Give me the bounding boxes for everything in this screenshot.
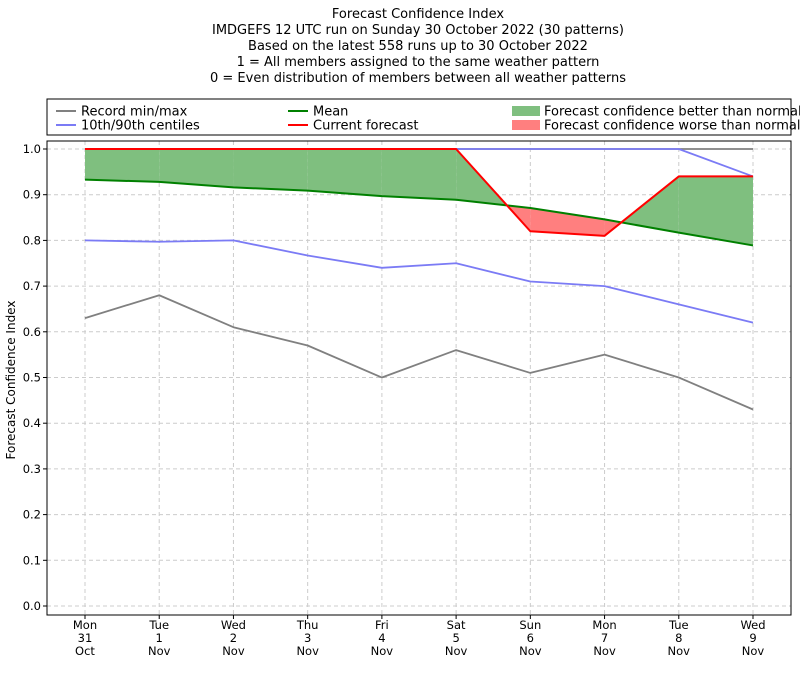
x-tick-label: Mon (73, 618, 97, 632)
y-tick-label: 0.6 (23, 325, 41, 339)
x-axis-ticks: Mon31OctTue1NovWed2NovThu3NovFri4NovSat5… (73, 615, 766, 658)
x-tick-label: Nov (445, 644, 468, 658)
x-tick-label: Nov (593, 644, 616, 658)
y-tick-label: 0.9 (23, 188, 41, 202)
x-tick-label: 1 (156, 631, 163, 645)
legend-swatch (512, 120, 540, 130)
x-tick-label: 5 (452, 631, 459, 645)
x-tick-label: 6 (527, 631, 534, 645)
fill-better-than-normal (233, 149, 308, 191)
legend-swatch (512, 106, 540, 116)
legend-box (46, 98, 792, 136)
y-tick-label: 0.8 (23, 233, 41, 247)
y-tick-label: 0.1 (23, 553, 41, 567)
x-tick-label: Nov (742, 644, 765, 658)
x-tick-label: Nov (296, 644, 319, 658)
x-tick-label: 31 (78, 631, 93, 645)
x-tick-label: Tue (148, 618, 169, 632)
x-tick-label: 8 (675, 631, 682, 645)
x-tick-label: Fri (375, 618, 389, 632)
y-tick-label: 0.3 (23, 462, 41, 476)
x-tick-label: Thu (296, 618, 319, 632)
y-tick-label: 0.4 (23, 416, 41, 430)
fill-better-than-normal (307, 149, 382, 197)
legend-label: Forecast confidence worse than normal (544, 119, 800, 134)
x-tick-label: Oct (75, 644, 95, 658)
fill-worse-than-normal (530, 207, 605, 236)
fill-better-than-normal (85, 149, 160, 182)
y-tick-label: 0.2 (23, 508, 41, 522)
fill-better-than-normal (159, 149, 234, 188)
legend-label: Forecast confidence better than normal (544, 105, 800, 120)
title-line-4: 1 = All members assigned to the same wea… (237, 55, 600, 70)
x-tick-label: Mon (592, 618, 616, 632)
title-line-3: Based on the latest 558 runs up to 30 Oc… (248, 39, 588, 54)
x-tick-label: 2 (230, 631, 237, 645)
series-line-current (85, 148, 753, 237)
x-tick-label: 3 (304, 631, 311, 645)
title-line-5: 0 = Even distribution of members between… (210, 71, 626, 86)
series-line-record-min (84, 294, 754, 411)
series-lines (84, 148, 754, 411)
x-tick-label: Nov (371, 644, 394, 658)
y-axis-ticks: 0.0 0.1 0.2 0.3 0.4 0.5 0.6 0.7 0.8 0.9 1.0 (23, 142, 47, 613)
x-tick-label: 9 (749, 631, 756, 645)
legend-label: Current forecast (313, 119, 419, 134)
y-tick-label: 0.5 (23, 371, 41, 385)
series-line-p10 (84, 239, 754, 324)
legend-label: 10th/90th centiles (81, 119, 200, 134)
x-tick-label: Nov (668, 644, 691, 658)
x-tick-label: 4 (378, 631, 385, 645)
x-tick-label: Sun (519, 618, 541, 632)
x-tick-label: Nov (519, 644, 542, 658)
title-line-2: IMDGEFS 12 UTC run on Sunday 30 October … (212, 23, 624, 38)
x-tick-label: Nov (148, 644, 171, 658)
fill-better-than-normal (621, 176, 679, 233)
x-tick-label: Nov (222, 644, 245, 658)
chart-title: Forecast Confidence Index IMDGEFS 12 UTC… (210, 7, 626, 86)
y-tick-label: 0.0 (23, 599, 41, 613)
x-tick-label: 7 (601, 631, 608, 645)
y-tick-label: 1.0 (23, 142, 41, 156)
x-tick-label: Wed (740, 618, 765, 632)
legend-label: Record min/max (81, 105, 188, 120)
fill-better-than-normal (678, 176, 753, 246)
series-line-mean (84, 178, 754, 247)
x-tick-label: Wed (221, 618, 246, 632)
x-tick-label: Sat (447, 618, 466, 632)
confidence-fills (85, 149, 753, 246)
x-tick-label: Tue (668, 618, 689, 632)
y-tick-label: 0.7 (23, 279, 41, 293)
title-line-1: Forecast Confidence Index (332, 7, 504, 22)
y-axis-label: Forecast Confidence Index (4, 301, 18, 460)
fill-better-than-normal (381, 149, 457, 200)
legend-label: Mean (313, 105, 348, 120)
